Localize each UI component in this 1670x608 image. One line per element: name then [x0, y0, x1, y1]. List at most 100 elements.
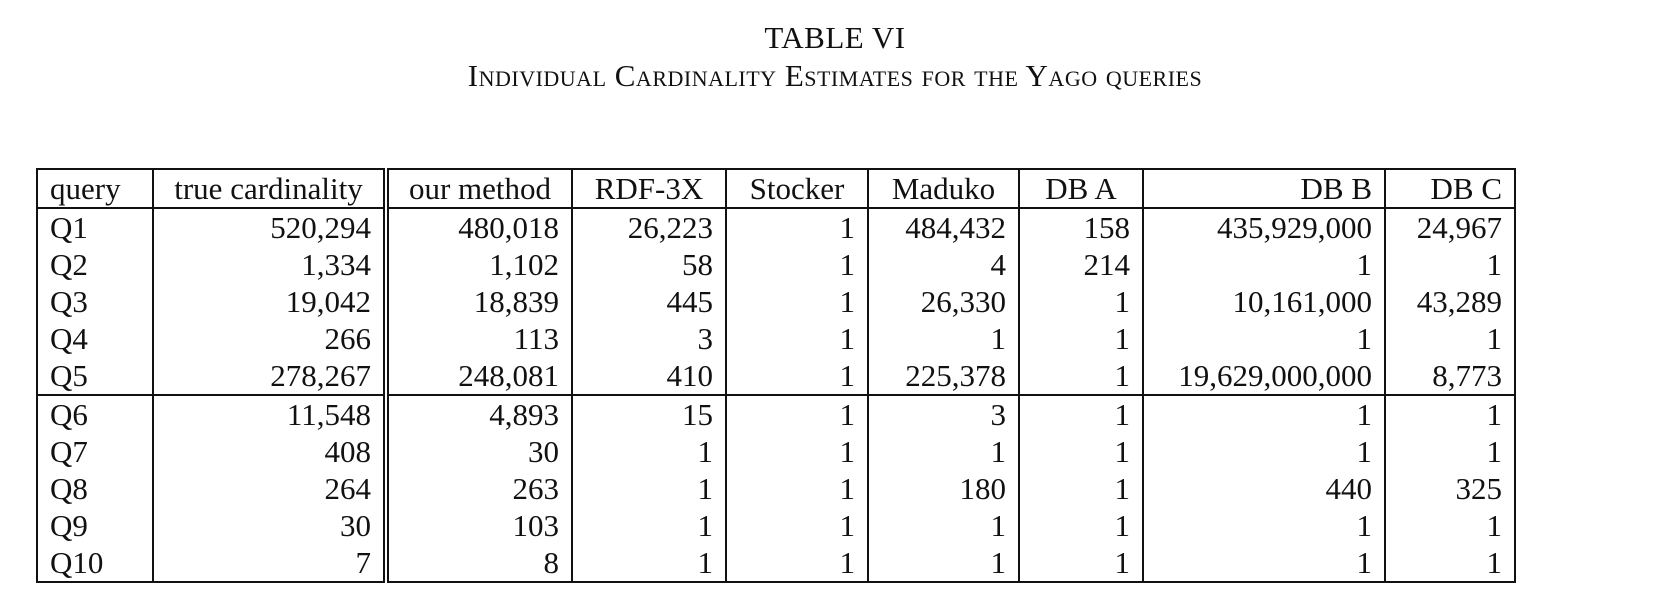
cell-query: Q4	[36, 320, 154, 357]
cell-db-c: 1	[1384, 507, 1516, 544]
cell-our-method: 248,081	[385, 357, 573, 396]
cardinality-table: query true cardinality our method RDF-3X…	[36, 168, 1516, 583]
table-body: Q1 520,294 480,018 26,223 1 484,432 158 435,929…	[36, 208, 1516, 582]
cell-rdf3x: 15	[571, 395, 727, 433]
table-row: Q3 19,042 18,839 445 1 26,330 1 10,161,000 43,28…	[36, 283, 1516, 320]
cell-true-cardinality: 30	[152, 507, 389, 544]
cell-stocker: 1	[725, 395, 869, 433]
cell-stocker: 1	[725, 433, 869, 470]
cell-our-method: 1,102	[385, 246, 573, 283]
cell-db-a: 1	[1018, 433, 1144, 470]
cell-db-c: 1	[1384, 320, 1516, 357]
cell-maduko: 484,432	[867, 208, 1020, 246]
table-row: Q1 520,294 480,018 26,223 1 484,432 158 435,929…	[36, 208, 1516, 246]
cell-our-method: 8	[385, 544, 573, 582]
cell-true-cardinality: 278,267	[152, 357, 389, 396]
cell-maduko: 1	[867, 433, 1020, 470]
cell-query: Q1	[36, 208, 154, 246]
cell-rdf3x: 58	[571, 246, 727, 283]
cell-db-b: 10,161,000	[1142, 283, 1386, 320]
cell-db-a: 1	[1018, 320, 1144, 357]
cell-db-c: 1	[1384, 246, 1516, 283]
header-db-c: DB C	[1384, 169, 1516, 209]
cell-rdf3x: 26,223	[571, 208, 727, 246]
cell-stocker: 1	[725, 208, 869, 246]
header-true-cardinality: true cardinality	[152, 169, 389, 209]
cell-maduko: 1	[867, 544, 1020, 582]
cell-query: Q2	[36, 246, 154, 283]
cell-stocker: 1	[725, 283, 869, 320]
cell-query: Q10	[36, 544, 154, 582]
cell-query: Q5	[36, 357, 154, 396]
cell-db-a: 1	[1018, 395, 1144, 433]
header-db-b: DB B	[1142, 169, 1386, 209]
cell-true-cardinality: 1,334	[152, 246, 389, 283]
cell-db-b: 1	[1142, 246, 1386, 283]
cell-true-cardinality: 266	[152, 320, 389, 357]
cell-db-b: 440	[1142, 470, 1386, 507]
cell-rdf3x: 1	[571, 544, 727, 582]
cell-db-c: 43,289	[1384, 283, 1516, 320]
header-query: query	[36, 169, 154, 209]
cell-rdf3x: 445	[571, 283, 727, 320]
cell-db-b: 1	[1142, 433, 1386, 470]
cell-db-a: 1	[1018, 544, 1144, 582]
cell-db-a: 214	[1018, 246, 1144, 283]
cell-our-method: 103	[385, 507, 573, 544]
header-row: query true cardinality our method RDF-3X…	[36, 169, 1516, 209]
table-row: Q9 30 103 1 1 1 1 1 1	[36, 507, 1516, 544]
table-row: Q4 266 113 3 1 1 1 1 1	[36, 320, 1516, 357]
table-row: Q10 7 8 1 1 1 1 1 1	[36, 544, 1516, 582]
cell-stocker: 1	[725, 246, 869, 283]
cell-true-cardinality: 520,294	[152, 208, 389, 246]
cell-maduko: 4	[867, 246, 1020, 283]
cell-maduko: 3	[867, 395, 1020, 433]
cell-db-a: 1	[1018, 283, 1144, 320]
cell-db-c: 325	[1384, 470, 1516, 507]
table-row: Q6 11,548 4,893 15 1 3 1 1 1	[36, 395, 1516, 433]
cell-query: Q3	[36, 283, 154, 320]
cell-maduko: 180	[867, 470, 1020, 507]
cell-stocker: 1	[725, 507, 869, 544]
header-stocker: Stocker	[725, 169, 869, 209]
table-label: TABLE VI	[764, 20, 906, 55]
cell-true-cardinality: 7	[152, 544, 389, 582]
cell-db-a: 158	[1018, 208, 1144, 246]
cell-stocker: 1	[725, 320, 869, 357]
cell-rdf3x: 1	[571, 507, 727, 544]
cell-true-cardinality: 408	[152, 433, 389, 470]
cell-true-cardinality: 19,042	[152, 283, 389, 320]
cell-maduko: 1	[867, 507, 1020, 544]
cell-db-b: 19,629,000,000	[1142, 357, 1386, 396]
cell-db-c: 1	[1384, 544, 1516, 582]
table-container: query true cardinality our method RDF-3X…	[36, 168, 1516, 583]
table-row: Q7 408 30 1 1 1 1 1 1	[36, 433, 1516, 470]
cell-our-method: 4,893	[385, 395, 573, 433]
cell-query: Q7	[36, 433, 154, 470]
cell-db-a: 1	[1018, 470, 1144, 507]
cell-our-method: 30	[385, 433, 573, 470]
cell-query: Q8	[36, 470, 154, 507]
cell-our-method: 480,018	[385, 208, 573, 246]
cell-db-c: 1	[1384, 433, 1516, 470]
cell-maduko: 225,378	[867, 357, 1020, 396]
table-title: Individual Cardinality Estimates for the…	[467, 58, 1203, 93]
header-rdf3x: RDF-3X	[571, 169, 727, 209]
cell-db-c: 24,967	[1384, 208, 1516, 246]
cell-stocker: 1	[725, 357, 869, 396]
cell-db-b: 435,929,000	[1142, 208, 1386, 246]
cell-rdf3x: 3	[571, 320, 727, 357]
table-row: Q5 278,267 248,081 410 1 225,378 1 19,629,000,0…	[36, 357, 1516, 396]
cell-our-method: 18,839	[385, 283, 573, 320]
cell-db-c: 1	[1384, 395, 1516, 433]
header-our-method: our method	[385, 169, 573, 209]
cell-true-cardinality: 264	[152, 470, 389, 507]
cell-db-b: 1	[1142, 395, 1386, 433]
cell-rdf3x: 1	[571, 470, 727, 507]
cell-maduko: 1	[867, 320, 1020, 357]
cell-our-method: 263	[385, 470, 573, 507]
cell-maduko: 26,330	[867, 283, 1020, 320]
cell-rdf3x: 410	[571, 357, 727, 396]
cell-stocker: 1	[725, 470, 869, 507]
cell-db-c: 8,773	[1384, 357, 1516, 396]
